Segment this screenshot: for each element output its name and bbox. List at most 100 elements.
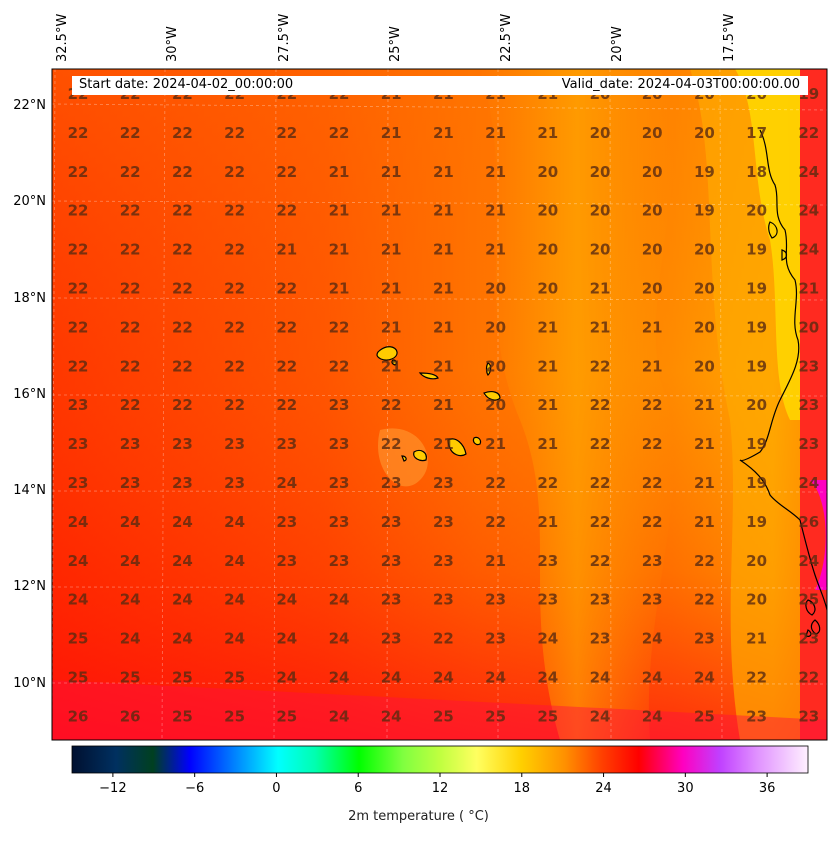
grid-value: 22: [798, 669, 819, 687]
grid-value: 19: [746, 241, 767, 259]
grid-value: 21: [485, 124, 506, 142]
grid-value: 21: [642, 357, 663, 375]
grid-value: 23: [224, 474, 245, 492]
grid-value: 21: [485, 435, 506, 453]
grid-value: 24: [120, 552, 141, 570]
colorbar-title: 2m temperature ( °C): [348, 809, 489, 824]
grid-value: 24: [537, 669, 558, 687]
grid-value: 24: [798, 474, 819, 492]
colorbar: [71, 745, 809, 774]
grid-value: 24: [172, 513, 193, 531]
grid-value: 22: [694, 591, 715, 609]
grid-value: 21: [433, 280, 454, 298]
grid-value: 21: [329, 280, 350, 298]
grid-value: 22: [433, 630, 454, 648]
grid-value: 23: [329, 552, 350, 570]
grid-value: 21: [537, 318, 558, 336]
grid-value: 25: [120, 669, 141, 687]
grid-value: 20: [746, 396, 767, 414]
grid-value: 20: [746, 202, 767, 220]
grid-value: 22: [68, 280, 89, 298]
grid-value: 24: [120, 513, 141, 531]
grid-value: 22: [172, 396, 193, 414]
grid-value: 22: [68, 357, 89, 375]
grid-value: 20: [537, 280, 558, 298]
map-frame: [51, 68, 828, 741]
colorbar-tick-label: 18: [514, 781, 531, 796]
grid-value: 22: [590, 396, 611, 414]
grid-value: 22: [224, 357, 245, 375]
grid-value: 24: [798, 202, 819, 220]
grid-value: 25: [68, 630, 89, 648]
grid-value: 24: [224, 513, 245, 531]
longitude-label: 17.5°W: [722, 14, 737, 62]
grid-value: 23: [120, 435, 141, 453]
grid-value: 23: [798, 357, 819, 375]
grid-value: 25: [485, 707, 506, 725]
grid-value: 24: [68, 591, 89, 609]
colorbar-ticks: −12 −6 0 6 12 18 24 30 36: [99, 773, 775, 796]
grid-value: 24: [433, 669, 454, 687]
grid-value: 22: [590, 513, 611, 531]
grid-value: 24: [537, 630, 558, 648]
grid-value: 20: [694, 357, 715, 375]
grid-value: 20: [642, 124, 663, 142]
grid-value: 22: [68, 318, 89, 336]
grid-value: 22: [224, 280, 245, 298]
grid-value: 20: [537, 241, 558, 259]
grid-value: 22: [694, 552, 715, 570]
grid-value: 20: [485, 280, 506, 298]
grid-value: 21: [329, 163, 350, 181]
colorbar-tick-label: 6: [354, 781, 362, 796]
grid-value: 19: [694, 163, 715, 181]
grid-value: 21: [537, 357, 558, 375]
grid-value: 20: [642, 241, 663, 259]
grid-value: 21: [433, 435, 454, 453]
grid-value: 25: [276, 707, 297, 725]
colorbar-tick-label: −12: [99, 781, 126, 796]
latitude-labels: 22°N 20°N 18°N 16°N 14°N 12°N 10°N: [13, 98, 46, 691]
grid-value: 23: [433, 552, 454, 570]
grid-value: 22: [224, 318, 245, 336]
grid-value: 24: [329, 630, 350, 648]
grid-value: 19: [746, 435, 767, 453]
grid-value: 22: [642, 513, 663, 531]
grid-value: 20: [590, 202, 611, 220]
grid-value: 21: [590, 318, 611, 336]
colorbar-tick-label: 12: [432, 781, 449, 796]
grid-value: 21: [381, 124, 402, 142]
grid-value: 21: [537, 124, 558, 142]
grid-value: 23: [329, 435, 350, 453]
grid-value: 22: [276, 202, 297, 220]
grid-value: 22: [68, 163, 89, 181]
grid-value: 21: [381, 163, 402, 181]
grid-value: 23: [798, 435, 819, 453]
grid-value: 22: [276, 396, 297, 414]
grid-value: 19: [746, 513, 767, 531]
grid-value: 21: [798, 280, 819, 298]
grid-value: 24: [642, 630, 663, 648]
latitude-label: 20°N: [13, 194, 46, 209]
grid-value: 20: [590, 241, 611, 259]
grid-value: 22: [172, 318, 193, 336]
grid-value: 23: [172, 435, 193, 453]
grid-value: 22: [590, 435, 611, 453]
grid-value: 23: [485, 591, 506, 609]
grid-value: 23: [120, 474, 141, 492]
grid-value: 22: [537, 474, 558, 492]
grid-value: 24: [381, 707, 402, 725]
grid-value: 24: [329, 591, 350, 609]
grid-value: 20: [590, 163, 611, 181]
grid-value: 24: [276, 474, 297, 492]
grid-value: 24: [798, 163, 819, 181]
longitude-label: 27.5°W: [277, 14, 292, 62]
longitude-label: 32.5°W: [55, 14, 70, 62]
cool-tongue: [480, 69, 675, 740]
grid-value: 22: [120, 280, 141, 298]
grid-value: 23: [590, 630, 611, 648]
grid-value: 21: [433, 163, 454, 181]
grid-value: 22: [276, 280, 297, 298]
grid-value: 21: [590, 280, 611, 298]
grid-value: 22: [172, 124, 193, 142]
